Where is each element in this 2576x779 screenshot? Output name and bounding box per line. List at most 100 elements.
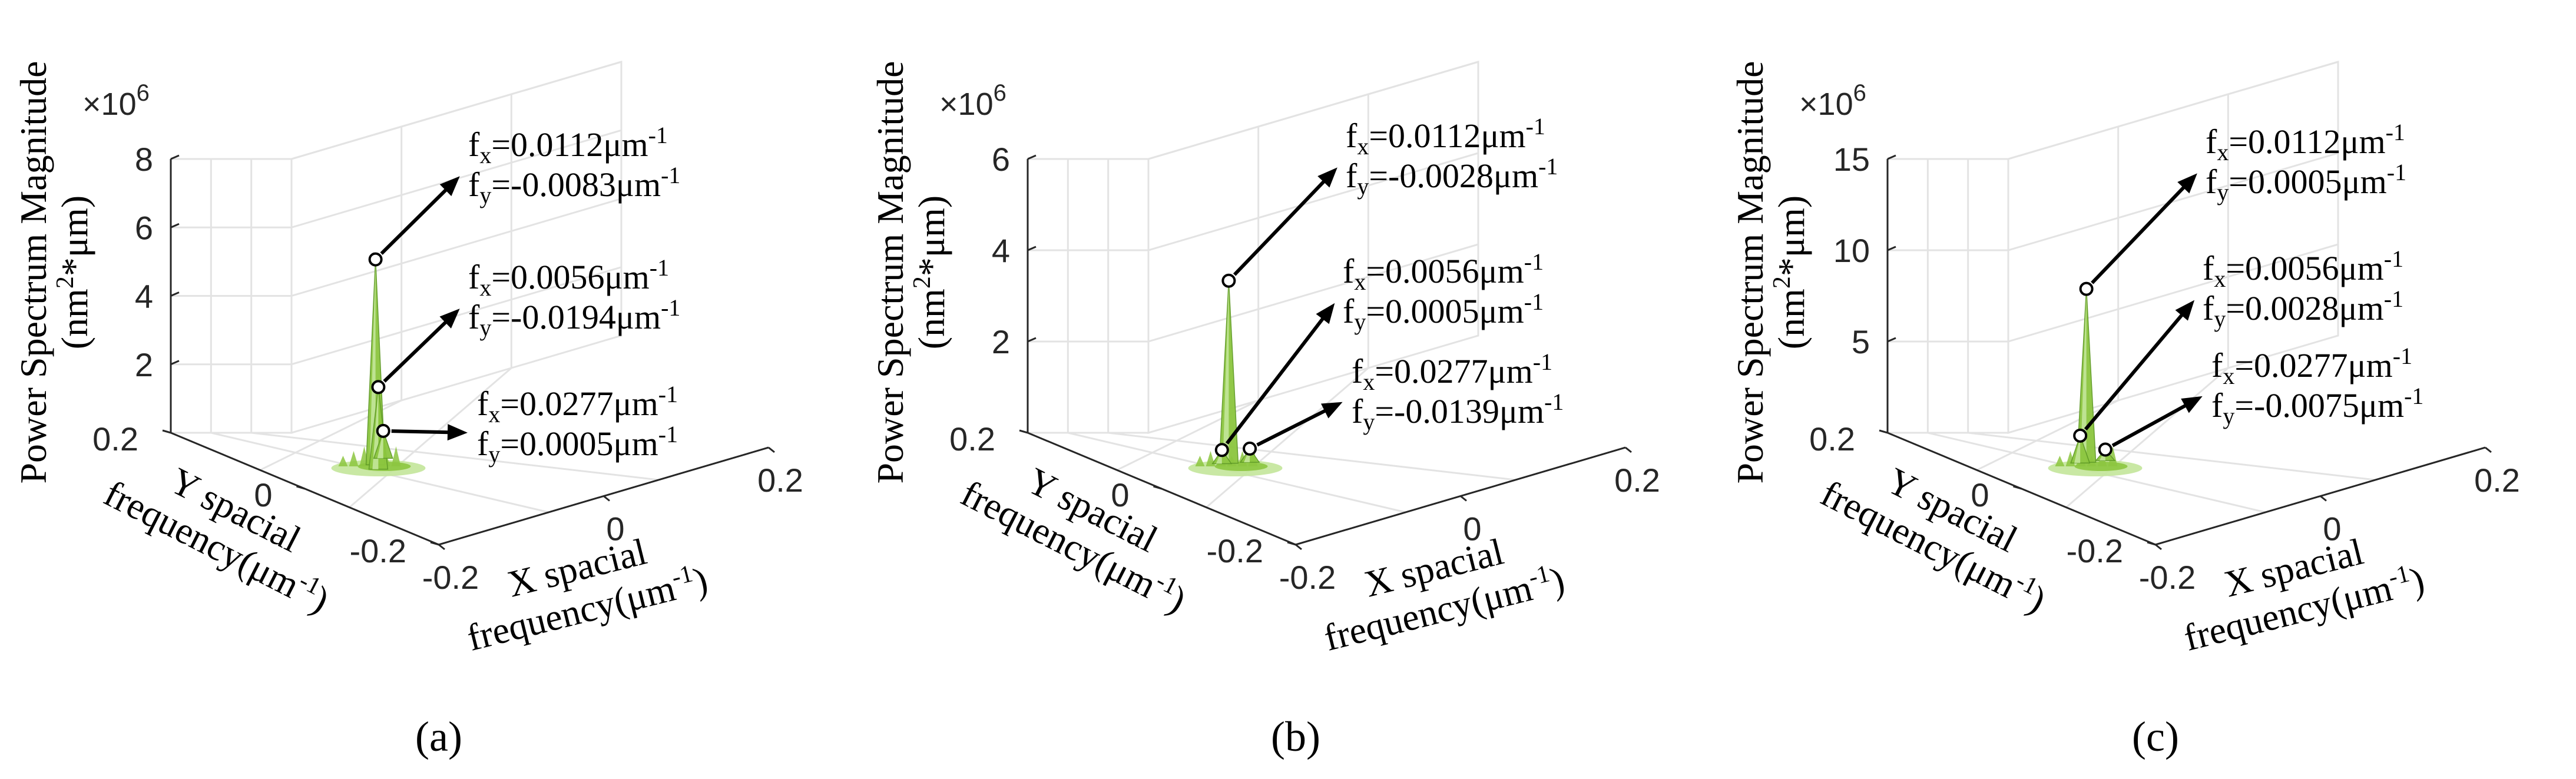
y-tick: [162, 429, 171, 434]
annotations: fx=0.0112μm-1fy=-0.0083μm-1fx=0.0056μm-1…: [368, 122, 680, 468]
y-tick: [1153, 485, 1162, 490]
y-tick: [1019, 429, 1028, 434]
peak-fx-exp: -1: [2384, 246, 2403, 272]
annotation-arrowhead: [439, 309, 460, 329]
peak-fx-value: =0.0277μm: [2234, 346, 2392, 384]
surface: [2048, 289, 2143, 476]
z-tick-label: 10: [1833, 232, 1870, 269]
peak-fy-value: =0.0028μm: [2226, 289, 2383, 327]
annotation-arrow: [391, 429, 455, 435]
peak-marker: [2073, 428, 2088, 443]
z-axis-label-line1: Power Spectrum Magnitude: [1729, 61, 1771, 483]
peak-fy-label: f: [2211, 386, 2223, 425]
z-gridline: [171, 61, 622, 160]
peak-fx-exp: -1: [1526, 113, 1545, 140]
peak-fy-annotation: fy=0.0005μm-1: [477, 421, 678, 468]
z-label-sup: 2: [1769, 276, 1796, 289]
annotation-arrow: [1256, 406, 1332, 447]
peak-fx-value: =0.0056μm: [2226, 249, 2383, 287]
y-tick-label: 0.2: [1809, 420, 1855, 458]
y-tick-label: 0: [254, 476, 272, 513]
annotation-arrow: [2091, 181, 2190, 284]
peak-fy-annotation: fy=0.0028μm-1: [2203, 286, 2403, 332]
surface-ripple: [338, 456, 348, 466]
z-tick-label: 4: [135, 278, 153, 315]
peak-fy-label: f: [468, 298, 480, 336]
annotation-arrow: [383, 316, 452, 383]
x-tick: [1460, 495, 1467, 502]
y-tick: [296, 485, 305, 490]
x-tick: [438, 543, 445, 551]
peak-fy-sub: y: [1357, 173, 1369, 200]
peak-spike-highlight: [369, 259, 376, 465]
peak-fy-value: =0.0005μm: [1366, 292, 1524, 330]
annotation-arrow: [1225, 312, 1329, 445]
z-gridline: [1888, 152, 2339, 251]
y-tick: [2147, 541, 2156, 546]
z-label-part: (nm: [910, 289, 952, 349]
z-tick-label: 2: [135, 346, 153, 383]
peak-marker: [368, 252, 383, 267]
peak-fy-annotation: fy=-0.0083μm-1: [468, 162, 680, 208]
z-tick: [1887, 154, 1896, 160]
peak-fx-value: =0.0277μm: [1375, 352, 1532, 390]
z-label-part: (nm: [54, 289, 95, 349]
y-tick-label: 0.2: [92, 420, 138, 458]
annotation-arrowhead: [2175, 300, 2195, 321]
z-axis-label: Power Spectrum Magnitude (nm2*μm): [1729, 61, 1812, 483]
peak-fy-value: =0.0005μm: [2229, 163, 2386, 201]
z-tick: [170, 291, 180, 297]
peak-fy-exp: -1: [661, 294, 680, 321]
annotation-arrowhead: [439, 176, 460, 197]
peak-fx-annotation: fx=0.0112μm-1: [2206, 119, 2405, 165]
z-axis-label: Power Spectrum Magnitude (nm2*μm): [869, 61, 952, 483]
z-axis-label-line2: (nm2*μm): [909, 195, 952, 350]
peak-spike-highlight: [1223, 280, 1229, 463]
peak-fx-label: f: [468, 125, 480, 164]
z-tick: [1887, 337, 1896, 343]
z-tick: [1887, 246, 1896, 251]
peak-fy-exp: -1: [2384, 286, 2403, 312]
surface: [331, 259, 426, 476]
z-gridline: [1888, 243, 2339, 343]
peak-spike-highlight: [2080, 289, 2087, 463]
z-tick-label: 8: [135, 141, 153, 178]
surface-ripple: [349, 451, 359, 466]
peak-fx-value: =0.0056μm: [491, 258, 649, 296]
z-tick-label: 2: [992, 323, 1010, 360]
x-tick: [2320, 495, 2327, 502]
annotation-arrowhead: [2177, 173, 2197, 194]
y-tick-label: -0.2: [350, 532, 407, 569]
annotation-arrow: [1233, 175, 1330, 276]
peak-fy-label: f: [477, 425, 489, 463]
z-tick: [1027, 337, 1037, 343]
peak-fy-annotation: fy=-0.0194μm-1: [468, 294, 680, 341]
peak-fy-value: =-0.0083μm: [491, 165, 661, 204]
y-tick: [1879, 429, 1888, 434]
peak-fy-exp: -1: [661, 162, 680, 188]
peak-fx-annotation: fx=0.0056μm-1: [468, 254, 669, 301]
peak-fx-value: =0.0277μm: [500, 384, 658, 423]
z-tick: [170, 154, 180, 160]
floor-gridline: [1108, 432, 1516, 481]
peak-fx-value: =0.0112μm: [2229, 122, 2385, 161]
surface: [1188, 280, 1283, 476]
surface-ripple: [391, 446, 401, 466]
peak-fx-exp: -1: [2386, 119, 2405, 145]
left-wall: [1027, 158, 1150, 434]
axes: 5 10 15 ×106 0.2 0 -0.2 -0.2 0 0.2: [1799, 80, 2520, 596]
z-axis-label-line2: (nm2*μm): [1769, 195, 1812, 350]
z-multiplier-text: ×106: [82, 80, 150, 122]
peak-fy-sub: y: [2214, 306, 2226, 332]
z-gridline: [1028, 243, 1479, 343]
peak-fy-sub: y: [479, 182, 491, 208]
peak-fx-exp: -1: [650, 254, 669, 281]
peak-fx-label: f: [1346, 117, 1357, 155]
panel-caption: (c): [2132, 713, 2179, 760]
